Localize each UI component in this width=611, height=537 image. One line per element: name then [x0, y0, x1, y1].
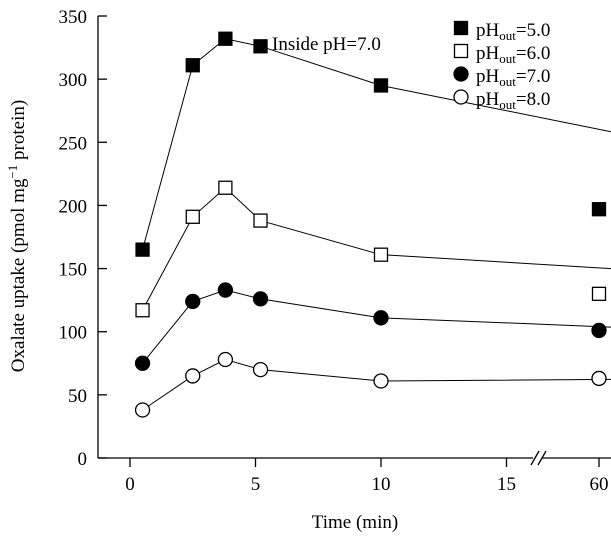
legend-label-3-prefix: pH — [476, 66, 500, 87]
series-3-point-1 — [134, 355, 151, 371]
y-tick-label-100: 100 — [59, 323, 88, 344]
series-1-point-3 — [218, 31, 233, 46]
series-1-point-t60 — [591, 202, 607, 217]
y-tick-label-350: 350 — [59, 7, 88, 28]
series-2-point-3 — [218, 180, 233, 195]
series-1-point-5 — [373, 78, 389, 93]
series-3-point-4 — [252, 291, 269, 307]
series-1-point-2 — [185, 58, 200, 73]
series-4-point-5 — [373, 373, 389, 389]
series-1-line — [142, 38, 611, 250]
legend-label-1-prefix: pH — [476, 20, 500, 41]
legend-marker-3 — [453, 66, 469, 82]
y-axis-title-superscript: −1 — [5, 165, 20, 179]
x-axis-title: Time (min) — [312, 512, 398, 533]
legend-label-1-subscript: out — [499, 28, 516, 43]
legend-label-3: pHout=7.0 — [476, 66, 550, 89]
series-2-line — [142, 187, 611, 311]
y-axis-title-main: Oxalate uptake (pmol mg — [8, 178, 29, 372]
ticks: 05010015020025030035005101520253060 — [59, 7, 609, 495]
series-4-point-1 — [134, 402, 151, 418]
legend-marker-4 — [453, 89, 469, 105]
legend-label-4-subscript: out — [499, 97, 516, 112]
y-tick-label-0: 0 — [78, 449, 88, 470]
x-tick-label-5: 5 — [251, 474, 261, 495]
legend-marker-2 — [453, 43, 469, 59]
series-2-point-5 — [373, 247, 389, 262]
series-3-point-5 — [373, 310, 389, 326]
annotation-inside-ph: Inside pH=7.0 — [272, 34, 381, 55]
legend-label-1: pHout=5.0 — [476, 20, 550, 43]
series-1-point-4 — [253, 39, 268, 54]
legend-label-3-subscript: out — [499, 74, 516, 89]
series-3-point-2 — [185, 293, 201, 310]
series-2-point-4 — [253, 213, 268, 228]
legend-label-4-prefix: pH — [476, 89, 500, 110]
y-axis-title-suffix: protein) — [8, 100, 29, 165]
series-4-point-3 — [217, 351, 234, 368]
y-tick-label-250: 250 — [59, 133, 88, 154]
series-1-point-1 — [135, 242, 150, 257]
series-2-point-2 — [185, 209, 200, 224]
axes — [97, 16, 611, 466]
series-3-point-3 — [217, 282, 234, 298]
series-3-line — [142, 289, 611, 364]
legend-label-2-subscript: out — [499, 51, 516, 66]
x-axis-break-mark-left — [530, 450, 540, 466]
series-2-point-t60 — [591, 286, 607, 301]
x-tick-label-60: 60 — [590, 474, 609, 495]
series-4-line — [142, 358, 611, 411]
series-2-point-1 — [135, 303, 150, 318]
x-tick-label-15: 15 — [497, 474, 516, 495]
legend-label-4-suffix: =8.0 — [516, 89, 550, 110]
series-lines — [142, 38, 611, 411]
y-tick-label-50: 50 — [68, 386, 87, 407]
x-tick-label-10: 10 — [372, 474, 391, 495]
series-4-point-4 — [252, 361, 269, 378]
y-tick-label-300: 300 — [59, 70, 88, 91]
series-3-point-t60 — [591, 322, 607, 339]
legend-label-2: pHout=6.0 — [476, 43, 550, 66]
series-markers — [134, 31, 607, 418]
y-tick-label-150: 150 — [59, 260, 88, 281]
y-axis-title: Oxalate uptake (pmol mg−1 protein) — [5, 100, 29, 372]
legend-label-3-suffix: =7.0 — [516, 66, 550, 87]
legend-label-4: pHout=8.0 — [476, 89, 550, 112]
x-tick-label-0: 0 — [125, 474, 135, 495]
series-4-point-t60 — [591, 370, 607, 387]
legend-marker-1 — [453, 20, 469, 36]
legend-label-2-prefix: pH — [476, 43, 500, 64]
y-tick-label-200: 200 — [59, 196, 88, 217]
legend-label-2-suffix: =6.0 — [516, 43, 550, 64]
series-4-point-2 — [185, 368, 201, 384]
legend-label-1-suffix: =5.0 — [516, 20, 550, 41]
